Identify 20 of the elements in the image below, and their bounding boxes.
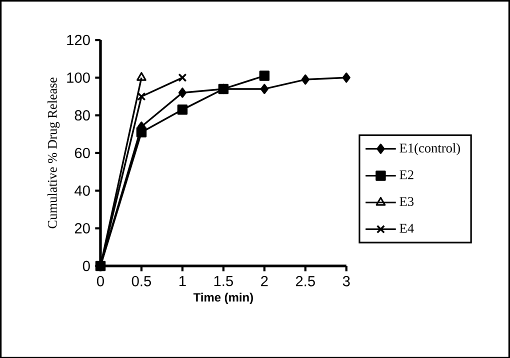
x-axis-title: Time (min)	[193, 292, 253, 304]
y-tick-label: 80	[74, 110, 90, 120]
x-tick-label: 0.5	[132, 276, 151, 286]
y-axis-title: Cumulative % Drug Release	[48, 77, 60, 228]
y-tick-label: 60	[74, 148, 90, 158]
x-tick-label: 3	[342, 276, 350, 286]
y-tick-label: 100	[67, 72, 90, 83]
x-tick-label: 2	[261, 276, 268, 286]
y-tick-label: 40	[74, 185, 90, 196]
y-tick-label: 20	[74, 222, 90, 234]
legend-label: E3	[400, 196, 414, 206]
x-tick-label: 2.5	[296, 276, 315, 286]
y-tick-label: 120	[67, 34, 90, 45]
x-tick-label: 1	[179, 276, 186, 286]
x-tick-label: 0	[96, 276, 104, 286]
x-tick-label: 1.5	[214, 276, 233, 286]
legend-label: E1(control)	[400, 142, 460, 156]
legend-label: E2	[400, 170, 414, 179]
y-tick-label: 0	[82, 260, 90, 271]
legend-label: E4	[400, 224, 414, 232]
